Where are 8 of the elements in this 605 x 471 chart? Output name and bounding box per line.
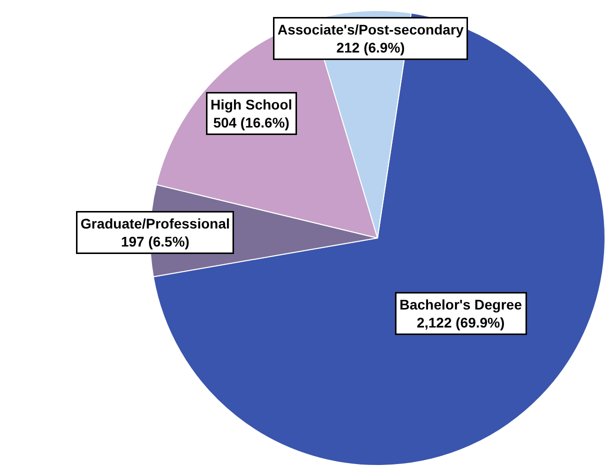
data-label: 197 (6.5%) [120,234,190,250]
slice-label: High School [210,96,292,112]
data-label: 504 (16.6%) [213,114,290,131]
slice-label: Associate's/Post-secondary [278,22,464,38]
data-label: 212 (6.9%) [336,40,405,56]
data-label: 2,122 (69.9%) [416,314,505,331]
slice-label: Bachelor's Degree [400,296,522,312]
slice-label: Graduate/Professional [80,216,230,232]
